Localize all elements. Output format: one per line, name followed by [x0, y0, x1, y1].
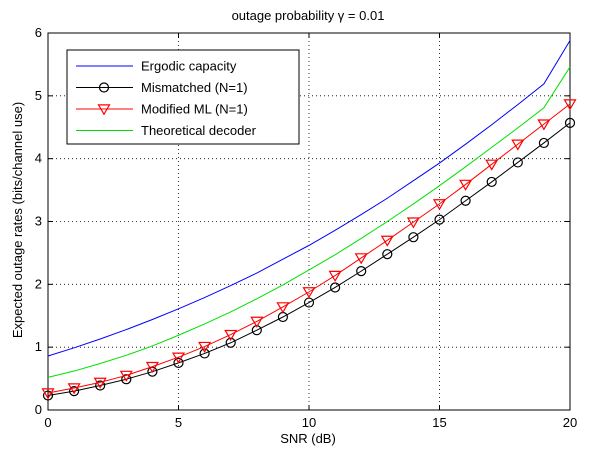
series-layer — [41, 40, 577, 401]
data-point — [173, 357, 184, 368]
data-point — [67, 383, 81, 395]
axis-ticks: 0 5 10 15 20 0 1 2 3 4 5 6 — [35, 25, 577, 430]
data-point — [406, 217, 420, 229]
chart-title: outage probability γ = 0.01 — [232, 8, 385, 23]
data-point — [356, 266, 367, 277]
legend-item: Theoretical decoder — [76, 123, 257, 138]
series-line — [47, 103, 571, 394]
x-tick-label: 20 — [563, 415, 577, 430]
x-axis-label: SNR (dB) — [280, 431, 336, 446]
data-point — [328, 270, 342, 282]
x-tick-label: 5 — [175, 415, 182, 430]
legend: Ergodic capacity Mismatched (N=1) Modified… — [66, 49, 300, 145]
data-point — [354, 253, 368, 265]
legend-marker — [98, 82, 110, 93]
data-point — [41, 388, 55, 400]
series-1 — [42, 117, 576, 401]
data-point — [459, 179, 473, 191]
legend-item: Mismatched (N=1) — [76, 80, 248, 95]
data-point — [224, 329, 238, 342]
series-0 — [47, 40, 571, 357]
y-tick-label: 0 — [35, 402, 42, 417]
data-point — [512, 157, 523, 168]
data-point — [563, 99, 577, 111]
data-point — [145, 361, 159, 374]
data-point — [199, 348, 210, 359]
x-tick-label: 15 — [432, 415, 446, 430]
data-point — [42, 390, 54, 401]
data-point — [564, 117, 576, 128]
data-point — [485, 159, 499, 171]
data-point — [225, 337, 236, 348]
legend-marker — [97, 104, 111, 116]
data-point — [198, 341, 212, 353]
y-tick-label: 4 — [35, 151, 42, 166]
data-point — [434, 214, 445, 225]
legend-item: Modified ML (N=1) — [76, 102, 248, 117]
x-tick-label: 10 — [302, 415, 316, 430]
data-point — [276, 302, 290, 314]
data-point — [537, 119, 551, 131]
y-tick-label: 5 — [35, 88, 42, 103]
series-line — [47, 40, 571, 357]
series-3 — [47, 66, 571, 378]
legend-label: Ergodic capacity — [141, 59, 237, 74]
data-point — [95, 380, 106, 391]
legend-label: Modified ML (N=1) — [141, 102, 248, 117]
data-point — [68, 386, 80, 397]
x-tick-label: 0 — [44, 415, 51, 430]
grid — [48, 33, 570, 410]
data-point — [119, 370, 133, 382]
data-point — [121, 374, 132, 385]
data-point — [380, 235, 394, 247]
data-point — [171, 352, 186, 364]
series-line — [47, 66, 571, 378]
data-point — [382, 249, 393, 260]
data-point — [538, 137, 550, 149]
data-point — [486, 176, 497, 188]
data-point — [250, 316, 264, 328]
legend-item: Ergodic capacity — [76, 59, 237, 74]
data-point — [460, 195, 471, 206]
series-2 — [41, 99, 577, 400]
data-point — [408, 232, 419, 243]
legend-label: Mismatched (N=1) — [141, 80, 248, 95]
data-point — [432, 199, 447, 211]
legend-label: Theoretical decoder — [141, 123, 257, 138]
y-tick-label: 2 — [35, 276, 42, 291]
y-tick-label: 3 — [35, 214, 42, 229]
data-point — [302, 287, 316, 299]
data-point — [511, 139, 525, 151]
y-tick-label: 6 — [35, 25, 42, 40]
y-tick-label: 1 — [35, 339, 42, 354]
y-axis-label: Expected outage rates (bits/channel use) — [10, 102, 25, 338]
data-point — [93, 377, 107, 389]
data-point — [330, 282, 341, 293]
series-line — [47, 122, 571, 397]
